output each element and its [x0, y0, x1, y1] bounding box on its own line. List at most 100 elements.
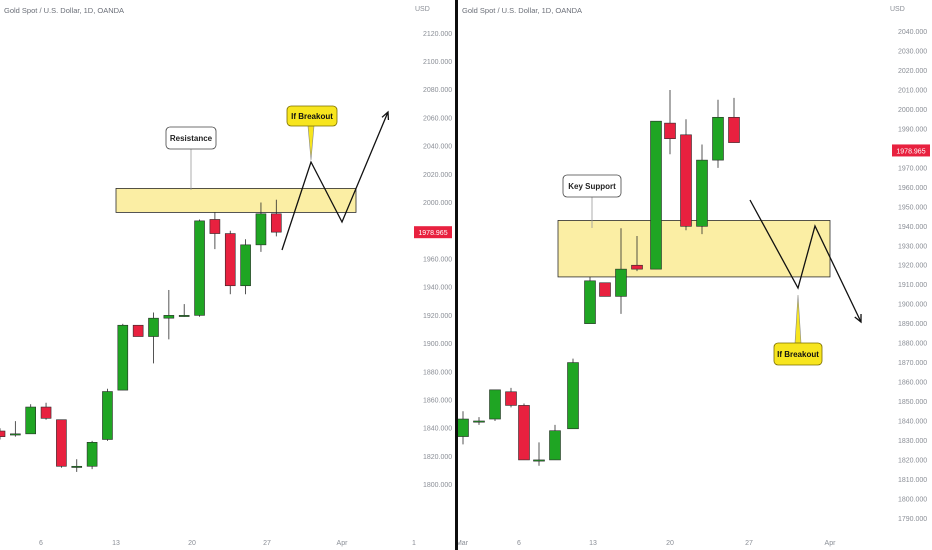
candle-body-up — [117, 324, 129, 391]
y-tick-label: 1790.000 — [898, 516, 927, 523]
chart-title: Gold Spot / U.S. Dollar, 1D, OANDA — [4, 6, 125, 15]
candle-body-down — [631, 264, 643, 270]
left-chart-canvas[interactable]: USD 2120.000 2100.000 2080.000 2060.000 2040.… — [0, 0, 455, 550]
projection-path — [281, 111, 389, 251]
candle-body-up — [473, 420, 485, 423]
candle — [712, 99, 724, 168]
candle — [102, 388, 113, 441]
y-tick-label: 2100.000 — [423, 59, 452, 66]
x-tick-label: 6 — [517, 540, 521, 547]
y-tick-label: 1800.000 — [423, 482, 452, 489]
candle-body-down — [728, 116, 740, 143]
candle-body-down — [224, 233, 236, 287]
candle — [56, 419, 67, 468]
y-tick-label: 2080.000 — [423, 87, 452, 94]
candle — [10, 421, 21, 437]
current-price-text: 1978.965 — [418, 230, 447, 237]
y-tick-label: 2020.000 — [898, 68, 927, 75]
candle-body-up — [240, 244, 251, 287]
candle — [615, 228, 627, 314]
y-tick-label: 1880.000 — [423, 369, 452, 376]
candle — [489, 389, 501, 421]
candle-body-down — [680, 134, 692, 227]
current-price-tag — [414, 226, 452, 239]
candle — [599, 282, 611, 297]
chart-title: Gold Spot / U.S. Dollar, 1D, OANDA — [462, 6, 583, 15]
candle — [270, 199, 282, 237]
y-tick-label: 1860.000 — [898, 380, 927, 387]
candle — [209, 212, 221, 250]
candle-body-down — [132, 324, 144, 337]
candle — [163, 289, 175, 340]
candle-body-up — [194, 220, 205, 316]
callout-text: If Breakout — [777, 350, 819, 359]
right-chart-panel: Gold Spot / U.S. Dollar, 1D, OANDA USD 20… — [458, 0, 932, 550]
y-tick-label: 2020.000 — [423, 172, 452, 179]
y-tick-label: 1820.000 — [423, 454, 452, 461]
y-tick-label: 2000.000 — [423, 200, 452, 207]
candle — [505, 387, 517, 408]
price-zone — [557, 220, 831, 278]
candle — [664, 90, 676, 155]
projection-path — [749, 199, 862, 323]
candle — [473, 417, 485, 425]
candle — [650, 120, 662, 270]
y-tick-label: 2060.000 — [423, 115, 452, 122]
candle-body-up — [148, 317, 159, 337]
candle — [240, 239, 251, 295]
candle — [148, 312, 159, 364]
candle-body-down — [505, 391, 517, 406]
candle-body-up — [25, 406, 37, 435]
candle — [132, 324, 144, 337]
candle — [631, 236, 643, 272]
y-tick-label: 1830.000 — [898, 438, 927, 445]
y-tick-label: 2120.000 — [423, 31, 452, 38]
x-tick-label: Apr — [825, 540, 837, 547]
projection-arrowhead — [854, 313, 862, 324]
y-tick-label: 1820.000 — [898, 457, 927, 464]
candle-body-down — [0, 430, 6, 437]
candle — [549, 424, 561, 461]
candle-body-down — [209, 219, 221, 234]
y-tick-label: 1920.000 — [423, 313, 452, 320]
right-chart-canvas[interactable]: USD 2040.000 2030.000 2020.000 2010.000 2000.… — [458, 0, 932, 550]
y-tick-label: 1860.000 — [423, 397, 452, 404]
current-price-tag — [892, 144, 930, 157]
y-tick-label: 1850.000 — [898, 399, 927, 406]
x-tick-label: 20 — [188, 540, 196, 547]
axis-currency-label: USD — [890, 6, 905, 13]
candle — [567, 358, 579, 430]
price-zone — [115, 188, 357, 213]
x-tick-label: Mar — [458, 540, 469, 547]
candle-body-up — [10, 433, 21, 436]
zone-label-text: Key Support — [568, 182, 616, 191]
callout-pointer — [794, 294, 802, 344]
candle — [178, 304, 190, 317]
y-tick-label: 1880.000 — [898, 341, 927, 348]
zone-label-box — [562, 174, 622, 198]
candle-body-up — [650, 120, 662, 270]
candle-body-up — [86, 442, 98, 467]
callout-box — [286, 105, 338, 127]
callout-text: If Breakout — [291, 112, 333, 121]
candle-body-down — [664, 122, 676, 139]
panel-divider — [455, 0, 458, 550]
x-tick-label: 13 — [112, 540, 120, 547]
candle-body-up — [458, 418, 469, 437]
zone-label-text: Resistance — [170, 134, 213, 143]
y-tick-label: 2040.000 — [898, 29, 927, 36]
candle — [71, 459, 83, 472]
candle — [40, 402, 52, 420]
candle-body-up — [533, 459, 545, 462]
candle — [255, 202, 267, 252]
x-tick-label: 27 — [745, 540, 753, 547]
candle-body-down — [40, 406, 52, 419]
y-tick-label: 2000.000 — [898, 107, 927, 114]
x-tick-label: 1 — [412, 540, 416, 547]
y-tick-label: 1840.000 — [898, 418, 927, 425]
y-tick-label: 1900.000 — [898, 302, 927, 309]
candle-body-up — [712, 116, 724, 161]
y-tick-label: 1920.000 — [898, 263, 927, 270]
candle-body-up — [102, 391, 113, 440]
candle — [194, 219, 205, 317]
